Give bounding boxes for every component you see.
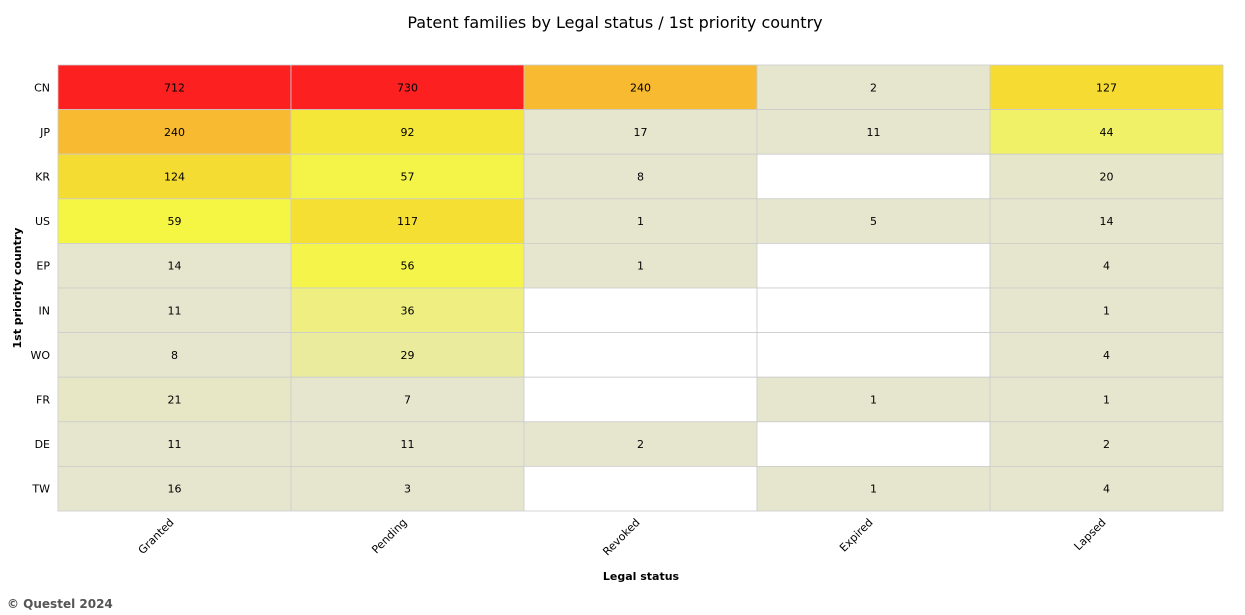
heatmap-cell: [757, 422, 990, 467]
cell-value-label: 44: [1100, 126, 1114, 139]
column-label-pending: Pending: [369, 516, 409, 556]
row-label-kr: KR: [35, 171, 50, 184]
column-label-revoked: Revoked: [600, 516, 642, 558]
cell-value-label: 4: [1103, 349, 1110, 362]
cell-value-label: 730: [397, 81, 418, 94]
cell-value-label: 17: [634, 126, 648, 139]
row-label-ep: EP: [36, 260, 50, 273]
cell-value-label: 2: [637, 438, 644, 451]
chart-title: Patent families by Legal status / 1st pr…: [407, 13, 822, 32]
cell-value-label: 14: [1100, 215, 1114, 228]
cell-value-label: 127: [1096, 81, 1117, 94]
row-label-wo: WO: [30, 349, 50, 362]
cell-value-label: 57: [401, 171, 415, 184]
cell-value-label: 1: [637, 260, 644, 273]
cell-value-label: 2: [1103, 438, 1110, 451]
heatmap-cell: [757, 288, 990, 333]
cell-value-label: 59: [168, 215, 182, 228]
heatmap-cells: 7127302402127240921711441245782059117151…: [58, 65, 1223, 511]
cell-value-label: 117: [397, 215, 418, 228]
cell-value-label: 29: [401, 349, 415, 362]
cell-value-label: 712: [164, 81, 185, 94]
cell-value-label: 4: [1103, 260, 1110, 273]
row-label-tw: TW: [31, 483, 50, 496]
row-label-cn: CN: [34, 81, 50, 94]
cell-value-label: 2: [870, 81, 877, 94]
heatmap-chart: Patent families by Legal status / 1st pr…: [0, 0, 1245, 595]
cell-value-label: 5: [870, 215, 877, 228]
y-axis-title: 1st priority country: [11, 228, 24, 349]
cell-value-label: 21: [168, 394, 182, 407]
row-label-jp: JP: [39, 126, 50, 139]
cell-value-label: 7: [404, 394, 411, 407]
cell-value-label: 1: [1103, 394, 1110, 407]
cell-value-label: 14: [168, 260, 182, 273]
cell-value-label: 3: [404, 483, 411, 496]
cell-value-label: 16: [168, 483, 182, 496]
cell-value-label: 1: [637, 215, 644, 228]
heatmap-cell: [524, 377, 757, 422]
heatmap-cell: [757, 333, 990, 378]
column-label-expired: Expired: [837, 516, 876, 555]
cell-value-label: 1: [870, 483, 877, 496]
copyright-footer: © Questel 2024: [7, 597, 113, 611]
cell-value-label: 36: [401, 304, 415, 317]
row-label-us: US: [35, 215, 50, 228]
cell-value-label: 20: [1100, 171, 1114, 184]
cell-value-label: 240: [630, 81, 651, 94]
row-labels: CN JP KR US EP IN WO FR DE TW: [30, 81, 50, 495]
cell-value-label: 11: [168, 304, 182, 317]
heatmap-cell: [524, 288, 757, 333]
heatmap-cell: [524, 333, 757, 378]
row-label-de: DE: [35, 438, 50, 451]
cell-value-label: 92: [401, 126, 415, 139]
column-labels: Granted Pending Revoked Expired Lapsed: [136, 516, 1109, 558]
heatmap-cell: [524, 466, 757, 511]
cell-value-label: 11: [867, 126, 881, 139]
heatmap-cell: [757, 154, 990, 199]
x-axis-title: Legal status: [603, 570, 680, 583]
cell-value-label: 124: [164, 171, 185, 184]
cell-value-label: 11: [401, 438, 415, 451]
cell-value-label: 4: [1103, 483, 1110, 496]
row-label-in: IN: [39, 304, 50, 317]
column-label-granted: Granted: [136, 516, 177, 557]
cell-value-label: 8: [171, 349, 178, 362]
heatmap-cell: [757, 243, 990, 288]
cell-value-label: 1: [870, 394, 877, 407]
row-label-fr: FR: [36, 394, 50, 407]
column-label-lapsed: Lapsed: [1072, 516, 1109, 553]
cell-value-label: 8: [637, 171, 644, 184]
cell-value-label: 240: [164, 126, 185, 139]
cell-value-label: 1: [1103, 304, 1110, 317]
cell-value-label: 11: [168, 438, 182, 451]
cell-value-label: 56: [401, 260, 415, 273]
